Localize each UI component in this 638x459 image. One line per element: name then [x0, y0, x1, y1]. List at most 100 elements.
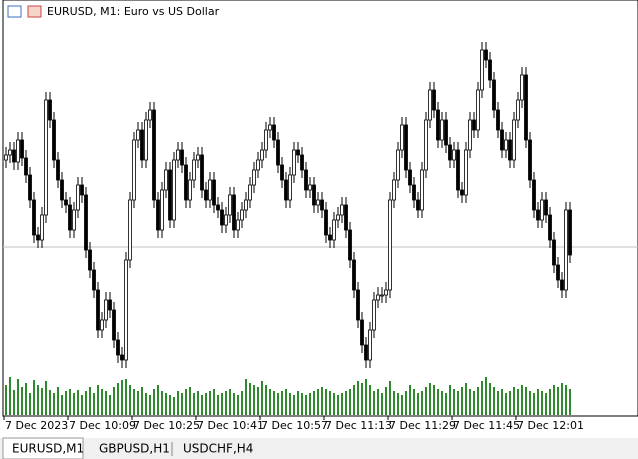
candle-body — [4, 154, 8, 161]
volume-bar — [257, 387, 259, 415]
volume-bar — [89, 387, 91, 415]
volume-bar — [489, 383, 491, 415]
candle-body — [72, 209, 76, 231]
volume-bar — [77, 390, 79, 415]
volume-bar — [417, 393, 419, 415]
volume-bar — [473, 391, 475, 415]
volume-bar — [337, 395, 339, 415]
candle-body — [168, 169, 172, 221]
candle-body — [148, 109, 152, 121]
volume-bar — [289, 393, 291, 415]
candle-body — [552, 239, 556, 266]
candle-body — [440, 119, 444, 141]
candle-body — [308, 184, 312, 191]
candle-body — [180, 149, 184, 166]
candle-body — [476, 89, 480, 131]
candle-body — [288, 174, 292, 201]
x-tick-label: 7 Dec 10:09 — [69, 419, 136, 432]
candle-body — [564, 209, 568, 291]
candle-body — [520, 74, 524, 101]
candle-body — [536, 209, 540, 221]
candle-body — [164, 169, 168, 191]
candle-body — [160, 189, 164, 231]
candle-body — [468, 119, 472, 151]
tab-bar — [0, 438, 638, 459]
volume-bar — [169, 395, 171, 415]
volume-bar — [193, 393, 195, 415]
volume-bar — [317, 389, 319, 415]
volume-bar — [425, 387, 427, 415]
volume-bar — [345, 391, 347, 415]
candle-body — [84, 194, 88, 251]
volume-bar — [177, 391, 179, 415]
x-tick-label: 7 Dec 11:13 — [325, 419, 392, 432]
tab[interactable]: GBPUSD,H1 — [99, 442, 170, 456]
volume-bar — [557, 387, 559, 415]
candle-body — [276, 139, 280, 166]
candle-body — [504, 139, 508, 151]
volume-bar — [153, 389, 155, 415]
volume-bar — [517, 389, 519, 415]
candle-body — [396, 149, 400, 181]
tab-active[interactable] — [2, 437, 84, 459]
candle-body — [448, 144, 452, 161]
x-tick-label: 7 Dec 11:29 — [389, 419, 456, 432]
candle-body — [364, 344, 368, 361]
candle-body — [492, 79, 496, 111]
candle-body — [92, 269, 96, 291]
candle-body — [232, 194, 236, 231]
volume-bar — [29, 393, 31, 415]
volume-bar — [9, 377, 11, 415]
tab[interactable]: USDCHF,H4 — [183, 442, 253, 456]
candle-body — [348, 229, 352, 261]
volume-bar — [449, 385, 451, 415]
volume-bar — [461, 387, 463, 415]
volume-bar — [69, 389, 71, 415]
volume-bar — [173, 397, 175, 415]
candle-body — [100, 319, 104, 331]
volume-bar — [49, 390, 51, 415]
candle-body — [284, 179, 288, 201]
candle-body — [268, 124, 272, 131]
tab[interactable]: EURUSD,M1 — [12, 442, 84, 456]
candle-body — [200, 154, 204, 191]
candle-body — [404, 124, 408, 171]
volume-bar — [113, 387, 115, 415]
volume-bar — [197, 391, 199, 415]
volume-bar — [85, 391, 87, 415]
volume-bar — [249, 383, 251, 415]
volume-bar — [477, 387, 479, 415]
candle-body — [236, 219, 240, 231]
candle-body — [208, 179, 212, 201]
candle-body — [528, 139, 532, 181]
candle-body — [64, 199, 68, 206]
volume-bar — [273, 391, 275, 415]
candle-body — [216, 204, 220, 211]
candle-body — [292, 149, 296, 176]
volume-bar — [441, 391, 443, 415]
volume-bar — [369, 385, 371, 415]
volume-bar — [429, 383, 431, 415]
candle-body — [376, 294, 380, 301]
candle-body — [16, 139, 20, 163]
volume-bar — [381, 393, 383, 415]
candle-body — [400, 124, 404, 151]
volume-bar — [521, 385, 523, 415]
candle-body — [320, 199, 324, 211]
volume-bar — [57, 387, 59, 415]
volume-bar — [533, 393, 535, 415]
candle-body — [12, 149, 16, 163]
volume-bar — [277, 393, 279, 415]
candle-body — [532, 179, 536, 211]
candle-body — [196, 154, 200, 161]
volume-bar — [457, 391, 459, 415]
volume-bar — [297, 391, 299, 415]
x-tick-label: 7 Dec 10:25 — [133, 419, 200, 432]
volume-bar — [361, 383, 363, 415]
candle-body — [356, 289, 360, 321]
volume-bar — [105, 391, 107, 415]
candle-body — [540, 199, 544, 221]
volume-bar — [321, 387, 323, 415]
volume-bar — [349, 389, 351, 415]
